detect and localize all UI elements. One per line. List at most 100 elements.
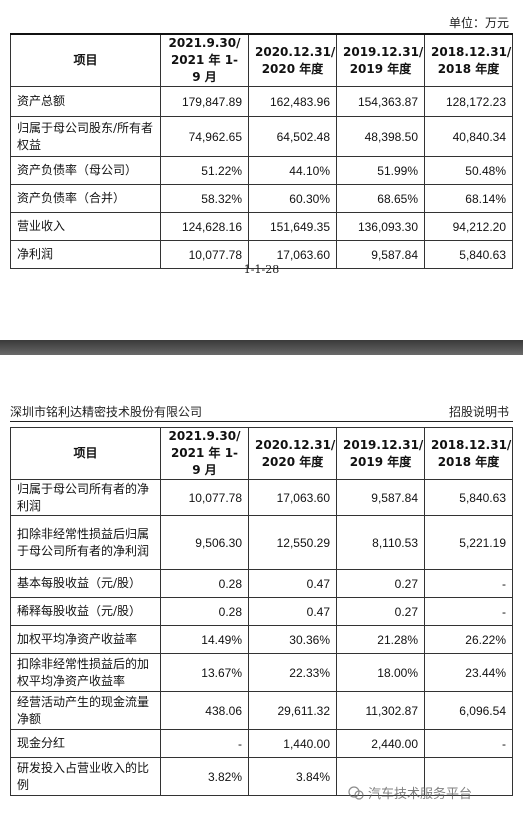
row-label: 归属于母公司股东/所有者权益 [10,116,161,157]
financial-summary-table: 项目 2021.9.30/2021 年 1-9 月 2020.12.31/2020 … [10,33,513,269]
page-number: 1-1-28 [243,263,280,276]
table-cell [336,757,425,796]
column-header-line: 2018 年度 [437,454,500,469]
row-label: 营业收入 [10,212,161,241]
row-label: 净利润 [10,240,161,269]
table-cell [424,757,513,796]
table-cell: 48,398.50 [336,116,425,157]
unit-label: 单位：万元 [448,16,509,30]
table-cell: 1,440.00 [248,729,337,758]
table-cell: 10,077.78 [160,240,249,269]
row-label: 经营活动产生的现金流量净额 [10,691,161,730]
table-row: 扣除非经常性损益后归属于母公司所有者的净利润 9,506.30 12,550.29 8… [10,515,513,570]
table-cell: 50.48% [424,156,513,185]
row-label: 资产负债率（合并） [10,184,161,213]
table-cell: 438.06 [160,691,249,730]
page-divider [0,340,523,355]
table-cell: 8,110.53 [336,515,425,570]
header-rule [10,421,513,422]
table-cell: - [424,729,513,758]
row-label: 稀释每股收益（元/股） [10,597,161,626]
table-cell: 3.84% [248,757,337,796]
table-cell: 29,611.32 [248,691,337,730]
table-cell: - [424,597,513,626]
table-cell: 3.82% [160,757,249,796]
bottom-page: 深圳市铭利达精密技术股份有限公司 招股说明书 项目 2021.9.30/2021 … [0,355,523,817]
company-name: 深圳市铭利达精密技术股份有限公司 [10,405,203,419]
item-header: 项目 [10,33,161,87]
table-cell: 30.36% [248,625,337,654]
table-row: 净利润 10,077.78 17,063.60 9,587.84 5,840.63 [10,240,513,269]
column-header: 2020.12.31/2020 年度 [248,33,337,87]
column-header-line: 2019 年度 [349,61,412,76]
column-header-line: 2020 年度 [261,61,324,76]
item-header: 项目 [10,427,161,480]
table-row: 研发投入占营业收入的比例 3.82% 3.84% [10,757,513,796]
row-label: 基本每股收益（元/股） [10,569,161,598]
watermark-text: 汽车技术服务平台 [368,787,473,802]
table-cell: 11,302.87 [336,691,425,730]
table-cell: 0.27 [336,597,425,626]
table-cell: - [424,569,513,598]
table-cell: 17,063.60 [248,479,337,516]
table-cell: 6,096.54 [424,691,513,730]
table-cell: 94,212.20 [424,212,513,241]
top-page: 单位：万元 项目 2021.9.30/2021 年 1-9 月 2020.12.31… [0,0,523,340]
column-header-line: 2021.9.30/ [168,36,241,50]
table-cell: 2,440.00 [336,729,425,758]
table-row: 基本每股收益（元/股） 0.28 0.47 0.27- [10,569,513,598]
column-header: 2020.12.31/2020 年度 [248,427,337,480]
table-cell: 128,172.23 [424,86,513,117]
column-header: 2018.12.31/2018 年度 [424,33,513,87]
table-row: 稀释每股收益（元/股） 0.28 0.47 0.27- [10,597,513,626]
table-cell: 9,587.84 [336,240,425,269]
column-header-line: 2021 年 1-9 月 [170,53,239,84]
table-cell: 14.49% [160,625,249,654]
table-row: 资产负债率（合并） 58.32% 60.30% 68.65% 68.14% [10,184,513,213]
table-cell: 44.10% [248,156,337,185]
column-header: 2021.9.30/2021 年 1-9 月 [160,33,249,87]
table-cell: 40,840.34 [424,116,513,157]
table-cell: 0.28 [160,597,249,626]
row-label: 加权平均净资产收益率 [10,625,161,654]
table-row: 资产负债率（母公司） 51.22% 44.10% 51.99% 50.48% [10,156,513,185]
row-label: 扣除非经常性损益后的加权平均净资产收益率 [10,653,161,692]
table-row: 营业收入 124,628.16 151,649.35 136,093.30 94,212… [10,212,513,241]
table-row: 现金分红 -1,440.00 2,440.00- [10,729,513,758]
table-cell: 151,649.35 [248,212,337,241]
row-label: 扣除非经常性损益后归属于母公司所有者的净利润 [10,515,161,570]
table-cell: 26.22% [424,625,513,654]
table-cell: 13.67% [160,653,249,692]
table-cell: 64,502.48 [248,116,337,157]
row-label: 资产总额 [10,86,161,117]
column-header-line: 2020.12.31/ [255,44,336,59]
document-type: 招股说明书 [448,405,509,419]
table-cell: 58.32% [160,184,249,213]
table-cell: 136,093.30 [336,212,425,241]
table-cell: 51.22% [160,156,249,185]
row-label: 归属于母公司所有者的净利润 [10,479,161,516]
table-cell: 21.28% [336,625,425,654]
table-cell: 162,483.96 [248,86,337,117]
table-cell: 74,962.65 [160,116,249,157]
table-cell: 5,221.19 [424,515,513,570]
table-row: 经营活动产生的现金流量净额 438.06 29,611.32 11,302.87 6,0… [10,691,513,730]
column-header: 2019.12.31/2019 年度 [336,427,425,480]
table-row: 资产总额 179,847.89 162,483.96 154,363.87 128,17… [10,86,513,117]
table-row: 加权平均净资产收益率 14.49% 30.36% 21.28% 26.22% [10,625,513,654]
row-label: 现金分红 [10,729,161,758]
column-header-line: 2019.12.31/ [343,437,424,452]
table-cell: 9,506.30 [160,515,249,570]
financial-indicators-table: 项目 2021.9.30/2021 年 1-9 月 2020.12.31/2020 … [10,427,513,796]
table-row: 扣除非经常性损益后的加权平均净资产收益率 13.67% 22.33% 18.00% 23… [10,653,513,692]
table-cell: 0.28 [160,569,249,598]
table-cell: 23.44% [424,653,513,692]
column-header: 2018.12.31/2018 年度 [424,427,513,480]
table-cell: 5,840.63 [424,240,513,269]
table-cell: 12,550.29 [248,515,337,570]
column-header: 2019.12.31/2019 年度 [336,33,425,87]
table-cell: 0.27 [336,569,425,598]
table-cell: 10,077.78 [160,479,249,516]
table-cell: - [160,729,249,758]
watermark: 汽车技术服务平台 [348,783,472,802]
